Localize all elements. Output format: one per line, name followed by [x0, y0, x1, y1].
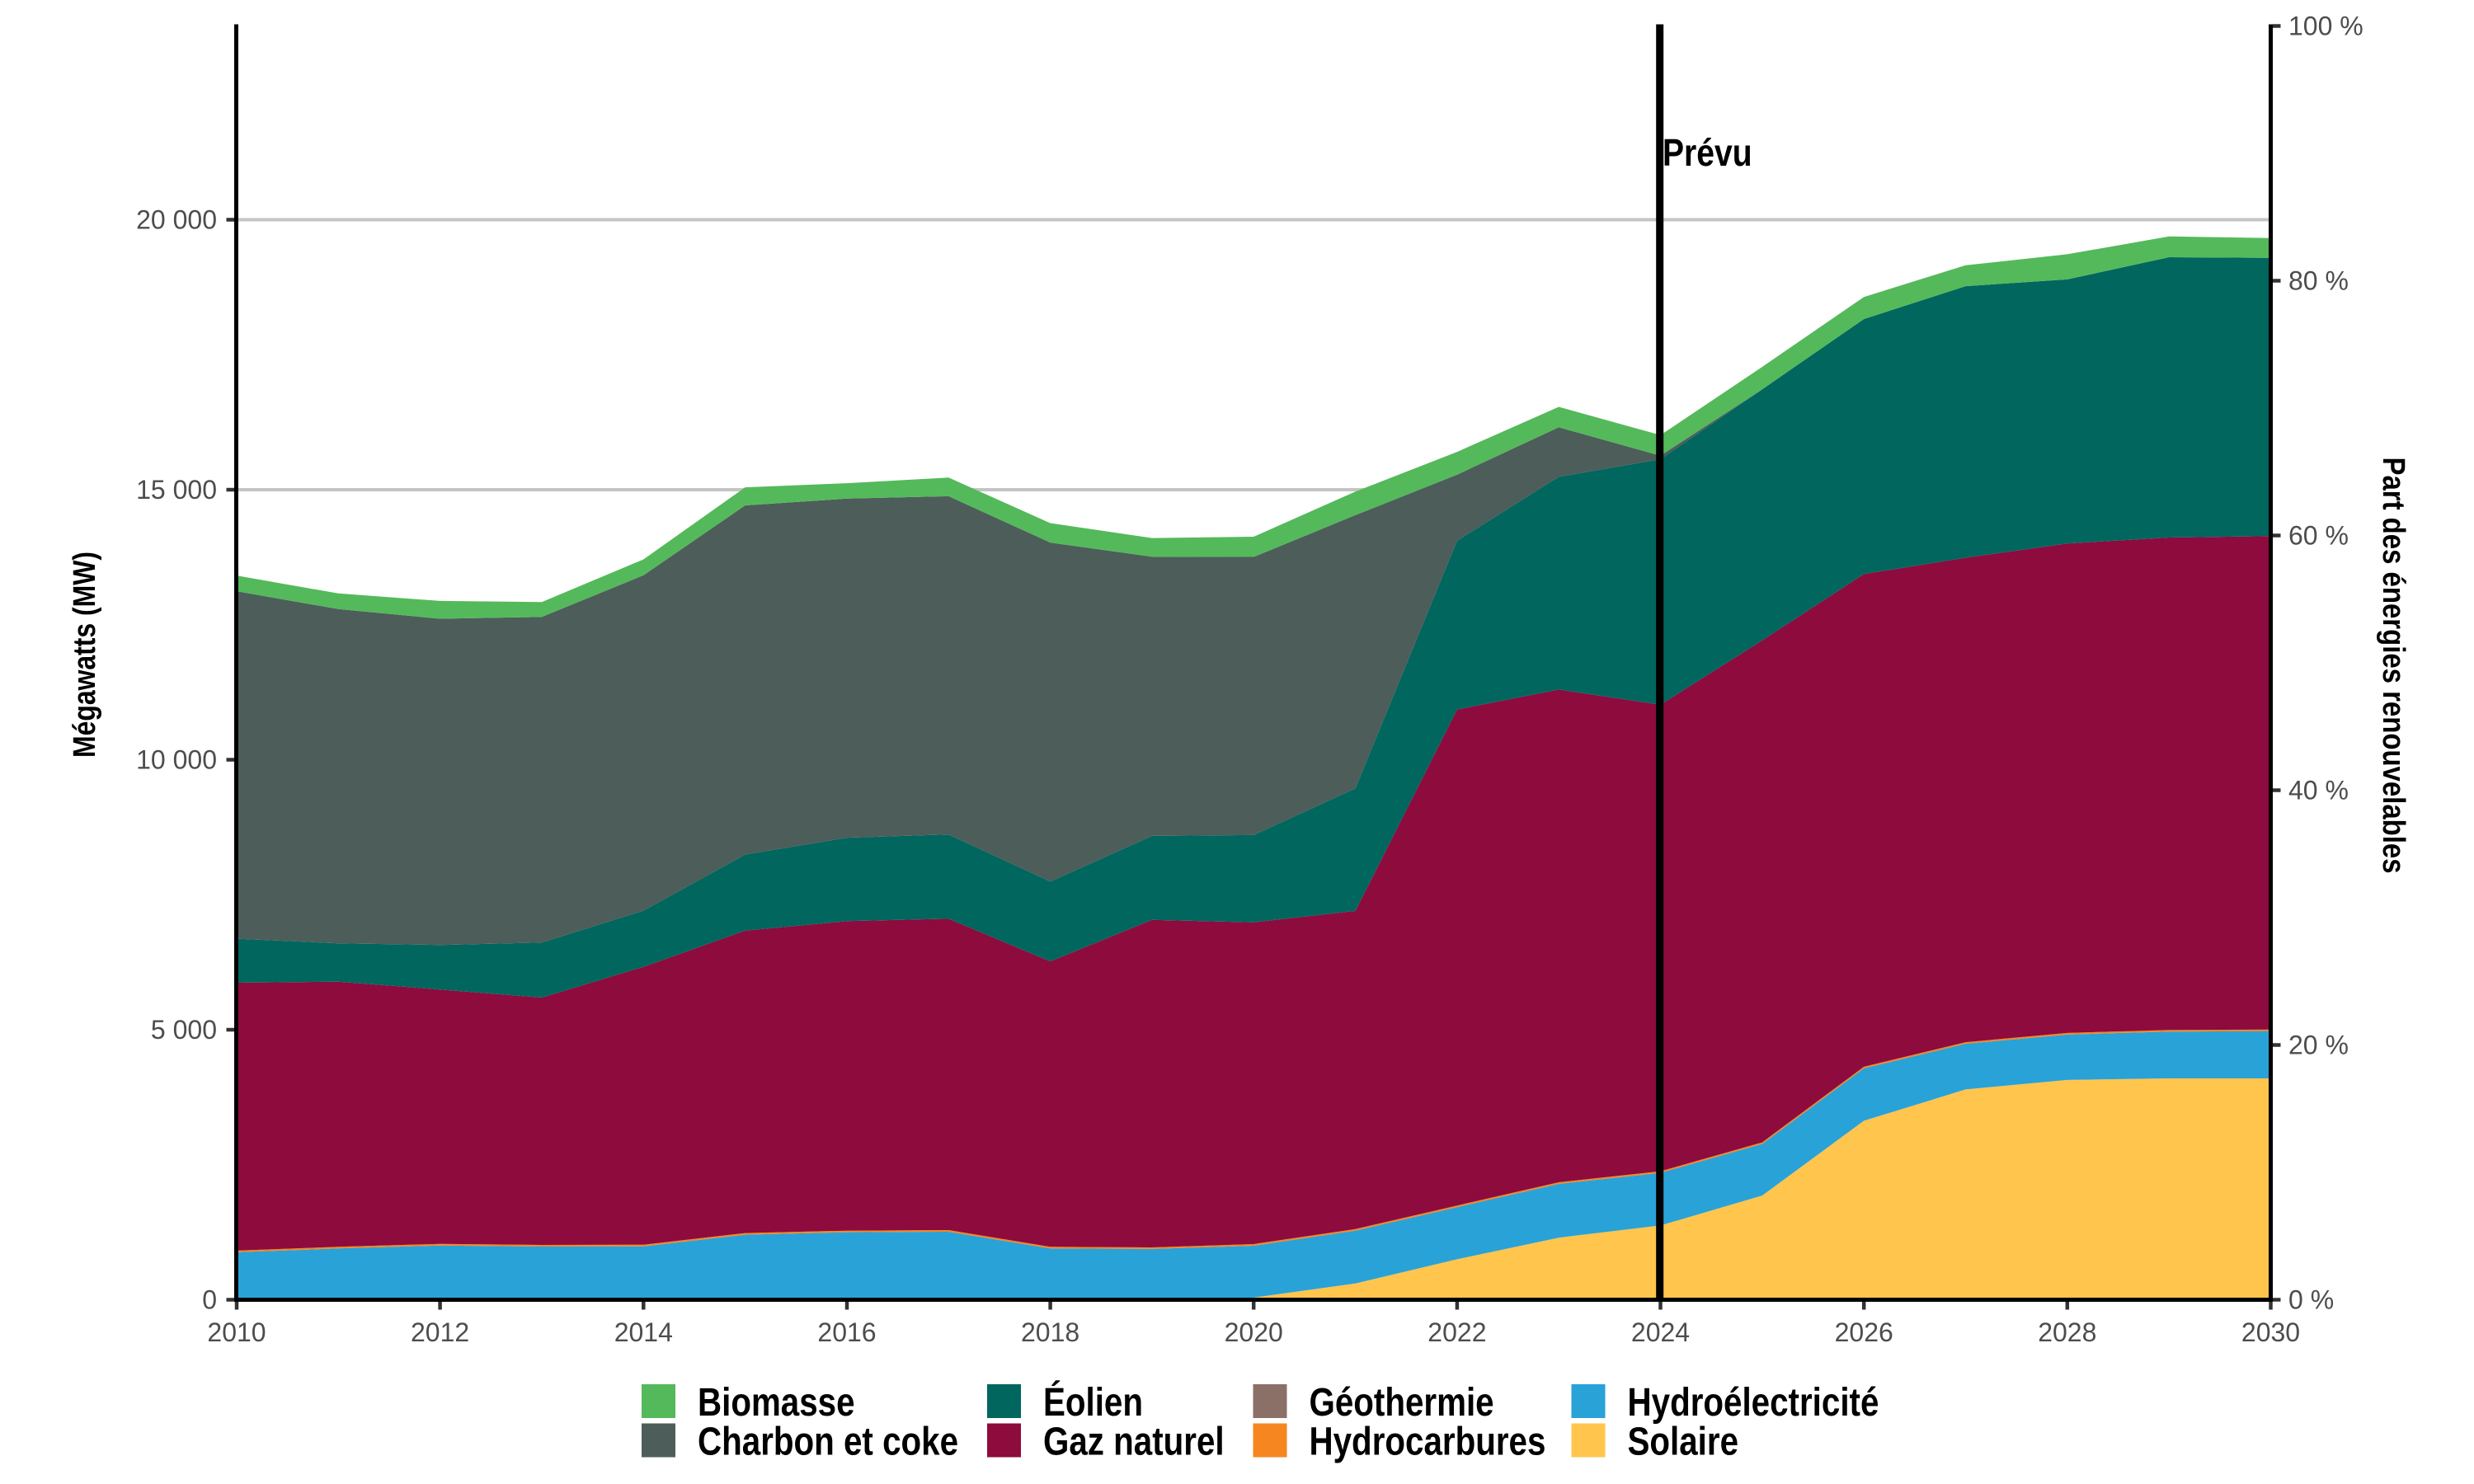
svg-text:100 %: 100 %	[2288, 12, 2363, 41]
svg-text:Gaz naturel: Gaz naturel	[1043, 1421, 1225, 1464]
svg-text:2016: 2016	[817, 1317, 876, 1347]
svg-text:Prévu: Prévu	[1663, 131, 1752, 174]
svg-text:2028: 2028	[2038, 1317, 2096, 1347]
svg-text:2018: 2018	[1021, 1317, 1079, 1347]
svg-text:0: 0	[202, 1285, 217, 1315]
svg-text:Hydrocarbures: Hydrocarbures	[1310, 1421, 1546, 1464]
svg-text:5 000: 5 000	[151, 1015, 217, 1045]
svg-text:20 %: 20 %	[2288, 1031, 2349, 1060]
svg-text:60 %: 60 %	[2288, 521, 2349, 551]
svg-text:80 %: 80 %	[2288, 266, 2349, 296]
svg-text:2022: 2022	[1427, 1317, 1486, 1347]
svg-text:Géothermie: Géothermie	[1310, 1381, 1494, 1425]
svg-text:Biomasse: Biomasse	[698, 1381, 855, 1425]
svg-text:Part des énergies renouvelable: Part des énergies renouvelables	[2376, 458, 2411, 874]
svg-text:20 000: 20 000	[136, 205, 217, 235]
svg-text:Hydroélectricité: Hydroélectricité	[1628, 1381, 1879, 1425]
svg-text:2012: 2012	[411, 1317, 469, 1347]
svg-text:2030: 2030	[2241, 1317, 2300, 1347]
svg-text:2024: 2024	[1631, 1317, 1690, 1347]
svg-text:2020: 2020	[1225, 1317, 1283, 1347]
svg-text:0 %: 0 %	[2288, 1285, 2334, 1315]
svg-text:Éolien: Éolien	[1043, 1380, 1143, 1425]
svg-text:2014: 2014	[614, 1317, 673, 1347]
svg-text:Mégawatts (MW): Mégawatts (MW)	[68, 552, 102, 758]
svg-text:15 000: 15 000	[136, 475, 217, 505]
svg-text:10 000: 10 000	[136, 745, 217, 775]
svg-text:Solaire: Solaire	[1628, 1421, 1739, 1464]
svg-text:2010: 2010	[207, 1317, 266, 1347]
svg-text:Charbon et coke: Charbon et coke	[698, 1421, 958, 1464]
svg-text:40 %: 40 %	[2288, 776, 2349, 805]
svg-text:2026: 2026	[1835, 1317, 1893, 1347]
